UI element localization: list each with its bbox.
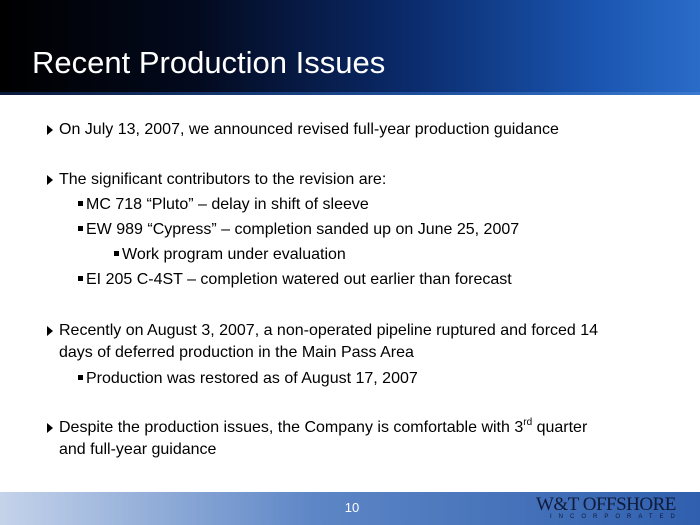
square-bullet-icon: [78, 276, 83, 281]
page-number: 10: [344, 500, 360, 515]
bullet-1: On July 13, 2007, we announced revised f…: [59, 121, 559, 138]
bullet-2: The significant contributors to the revi…: [59, 171, 387, 188]
sub-bullet-2-1-text: MC 718 “Pluto” – delay in shift of sleev…: [86, 196, 369, 213]
sub-bullet-3-1-text: Production was restored as of August 17,…: [86, 370, 418, 387]
square-bullet-icon: [114, 251, 119, 256]
triangle-bullet-icon: [47, 423, 53, 433]
bullet-3-line-2: days of deferred production in the Main …: [59, 344, 414, 361]
logo-wordmark: W&T OFFSHORE: [536, 494, 676, 515]
bullet-4-text-pre: Despite the production issues, the Compa…: [59, 419, 524, 436]
bullet-4-superscript: rd: [523, 416, 533, 428]
footer-bar: [0, 492, 700, 525]
square-bullet-icon: [78, 375, 83, 380]
triangle-bullet-icon: [47, 326, 53, 336]
square-bullet-icon: [78, 201, 83, 206]
sub-bullet-3-1: Production was restored as of August 17,…: [78, 369, 418, 389]
bullet-4-text-post: quarter: [532, 419, 588, 436]
slide-title: Recent Production Issues: [32, 45, 386, 80]
sub-bullet-2-2-text: EW 989 “Cypress” – completion sanded up …: [86, 221, 520, 238]
sub-bullet-2-2: EW 989 “Cypress” – completion sanded up …: [78, 220, 519, 240]
company-logo: W&T OFFSHORE INCORPORATED: [536, 494, 686, 524]
sub-bullet-2-2-1: Work program under evaluation: [114, 245, 346, 265]
sub-bullet-2-3: EI 205 C-4ST – completion watered out ea…: [78, 270, 512, 290]
triangle-bullet-icon: [47, 175, 53, 185]
sub-bullet-2-3-text: EI 205 C-4ST – completion watered out ea…: [86, 271, 512, 288]
square-bullet-icon: [78, 226, 83, 231]
bullet-4-line-1: Despite the production issues, the Compa…: [59, 416, 588, 438]
sub-bullet-2-2-1-text: Work program under evaluation: [122, 246, 346, 263]
bullet-3-line-1: Recently on August 3, 2007, a non-operat…: [59, 322, 599, 339]
bullet-4-line-2: and full-year guidance: [59, 441, 217, 458]
triangle-bullet-icon: [47, 125, 53, 135]
sub-bullet-2-1: MC 718 “Pluto” – delay in shift of sleev…: [78, 195, 369, 215]
logo-subtitle: INCORPORATED: [550, 514, 682, 520]
title-bar: [0, 0, 700, 92]
title-underline: [0, 92, 700, 95]
